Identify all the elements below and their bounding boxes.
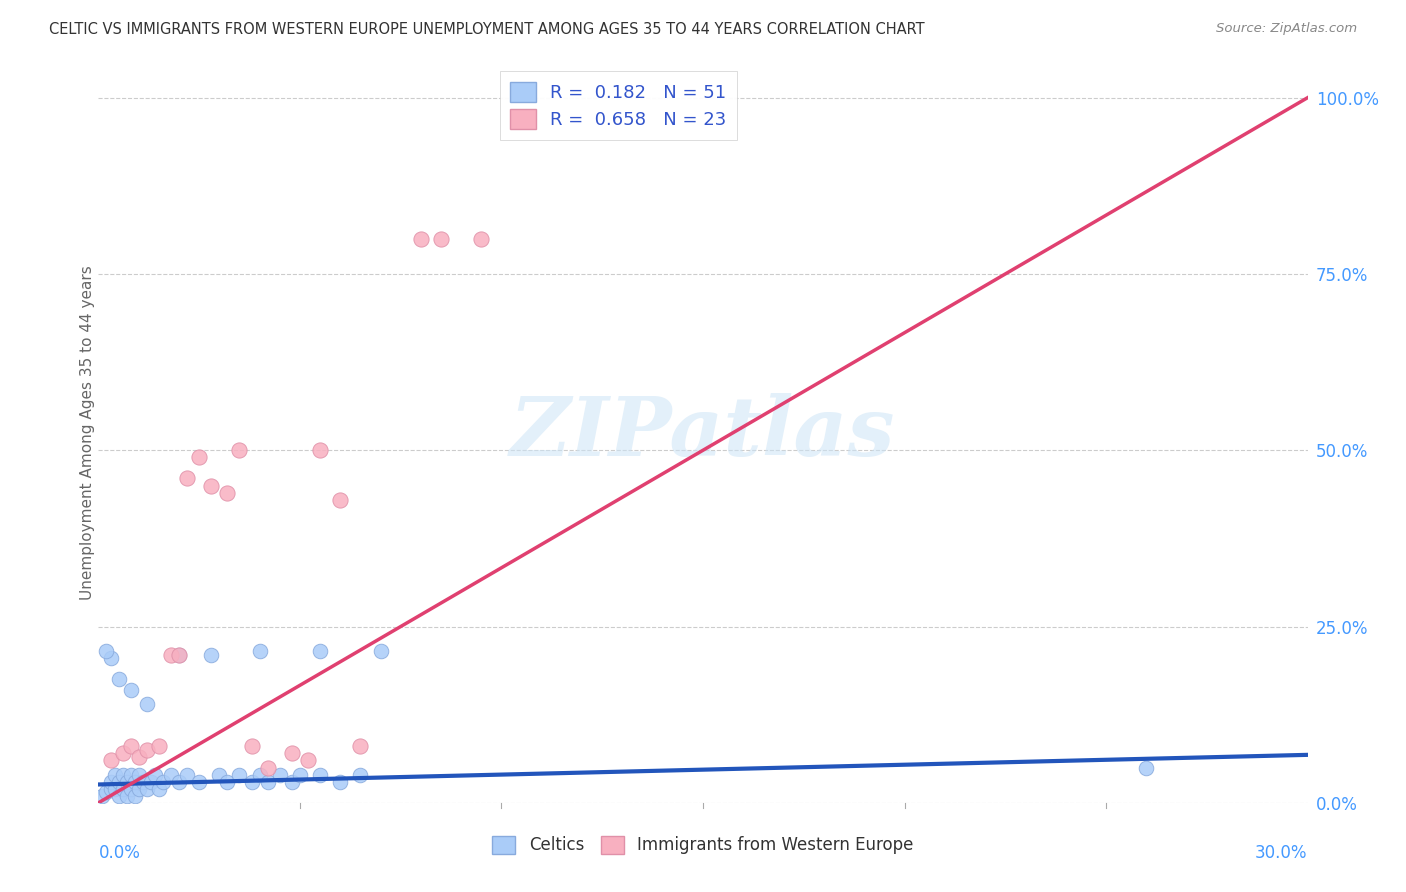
Point: [128, 767, 150, 781]
Point: [103, 767, 125, 781]
Point: [470, 232, 492, 246]
Point: [111, 767, 134, 781]
Point: [107, 673, 129, 687]
Point: [124, 774, 146, 789]
Point: [132, 774, 155, 789]
Point: [115, 774, 138, 789]
Point: [167, 648, 190, 662]
Point: [349, 767, 371, 781]
Point: [111, 747, 134, 761]
Point: [208, 767, 231, 781]
Point: [349, 739, 371, 754]
Point: [107, 774, 129, 789]
Point: [240, 739, 263, 754]
Point: [143, 767, 166, 781]
Point: [409, 232, 432, 246]
Point: [148, 739, 170, 754]
Point: [240, 774, 263, 789]
Point: [152, 774, 174, 789]
Point: [200, 648, 222, 662]
Point: [124, 789, 146, 803]
Point: [100, 754, 122, 768]
Point: [281, 774, 304, 789]
Point: [128, 750, 150, 764]
Point: [217, 485, 239, 500]
Point: [329, 492, 352, 507]
Point: [107, 789, 129, 803]
Point: [200, 478, 222, 492]
Point: [135, 697, 157, 711]
Legend: Celtics, Immigrants from Western Europe: Celtics, Immigrants from Western Europe: [485, 829, 921, 861]
Point: [96, 644, 118, 658]
Point: [160, 648, 183, 662]
Text: ZIPatlas: ZIPatlas: [510, 392, 896, 473]
Point: [160, 767, 183, 781]
Point: [288, 767, 311, 781]
Point: [309, 443, 332, 458]
Point: [120, 739, 142, 754]
Point: [217, 774, 239, 789]
Text: 30.0%: 30.0%: [1256, 844, 1308, 862]
Point: [249, 767, 271, 781]
Point: [111, 781, 134, 796]
Point: [1135, 760, 1157, 774]
Point: [115, 789, 138, 803]
Point: [100, 774, 122, 789]
Point: [135, 781, 157, 796]
Point: [228, 443, 250, 458]
Text: 0.0%: 0.0%: [98, 844, 141, 862]
Point: [309, 767, 332, 781]
Point: [167, 648, 190, 662]
Point: [176, 471, 198, 485]
Point: [370, 644, 392, 658]
Y-axis label: Unemployment Among Ages 35 to 44 years: Unemployment Among Ages 35 to 44 years: [80, 265, 94, 600]
Point: [100, 781, 122, 796]
Point: [103, 781, 125, 796]
Point: [256, 774, 278, 789]
Point: [176, 767, 198, 781]
Point: [100, 651, 122, 665]
Point: [188, 774, 211, 789]
Point: [430, 232, 453, 246]
Point: [188, 450, 211, 465]
Text: Source: ZipAtlas.com: Source: ZipAtlas.com: [1216, 22, 1357, 36]
Point: [120, 781, 142, 796]
Point: [309, 644, 332, 658]
Point: [148, 781, 170, 796]
Text: CELTIC VS IMMIGRANTS FROM WESTERN EUROPE UNEMPLOYMENT AMONG AGES 35 TO 44 YEARS : CELTIC VS IMMIGRANTS FROM WESTERN EUROPE…: [49, 22, 925, 37]
Point: [228, 767, 250, 781]
Point: [167, 774, 190, 789]
Point: [281, 747, 304, 761]
Point: [256, 760, 278, 774]
Point: [329, 774, 352, 789]
Point: [135, 743, 157, 757]
Point: [120, 683, 142, 698]
Point: [91, 789, 114, 803]
Point: [297, 754, 319, 768]
Point: [96, 785, 118, 799]
Point: [139, 774, 162, 789]
Point: [128, 781, 150, 796]
Point: [269, 767, 291, 781]
Point: [120, 767, 142, 781]
Point: [249, 644, 271, 658]
